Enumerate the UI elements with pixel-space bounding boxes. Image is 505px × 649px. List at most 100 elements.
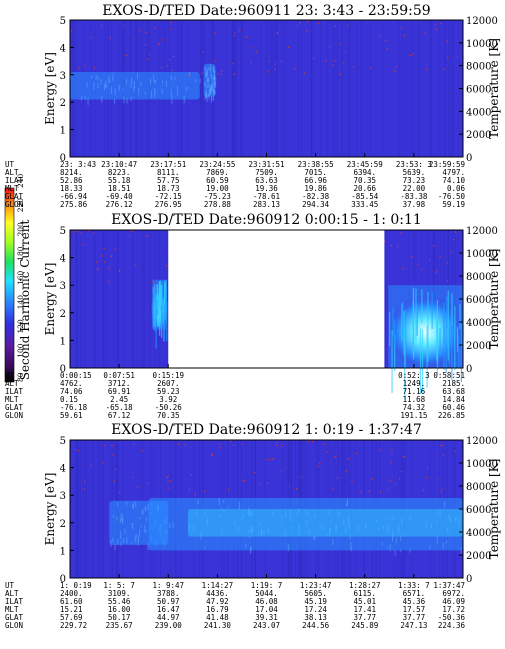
- noise-speck: [295, 487, 298, 490]
- orbit-ilat-value: 71.16: [403, 387, 426, 396]
- emission-speck: [110, 540, 112, 547]
- orbit-ilat-value: 47.92: [206, 597, 229, 606]
- texture-streak: [235, 20, 236, 157]
- y2-tick-label: 12000: [466, 226, 498, 237]
- y2-tick-label: 10000: [466, 39, 498, 50]
- emission-speck: [126, 501, 128, 506]
- texture-streak: [311, 20, 312, 157]
- orbit-mlt-value: 19.86: [304, 184, 327, 193]
- noise-speck: [428, 259, 431, 261]
- emission-speck: [326, 533, 328, 537]
- orbit-mlt-value: 18.33: [60, 184, 83, 193]
- noise-speck: [276, 32, 278, 34]
- orbit-glat-value: 50.17: [108, 613, 131, 622]
- texture-streak: [231, 20, 233, 157]
- y-tick-label: 1: [60, 546, 66, 557]
- panel-1: EXOS-D/TED Date:960911 23: 3:43 - 23:59:…: [5, 3, 501, 209]
- orbit-alt-value: 1249.: [403, 379, 426, 388]
- texture-streak: [348, 20, 350, 157]
- noise-speck: [122, 25, 125, 27]
- emission-speck: [101, 95, 103, 103]
- noise-speck: [230, 440, 232, 442]
- emission-streak: [451, 293, 453, 326]
- texture-streak: [444, 20, 446, 157]
- texture-streak: [369, 20, 371, 157]
- y-tick-label: 1: [60, 126, 66, 137]
- emission-speck: [95, 74, 97, 80]
- emission-streak: [427, 291, 429, 362]
- orbit-glat-value: 44.97: [157, 613, 180, 622]
- emission-speck: [153, 75, 155, 80]
- orbit-ut-value: 1:33: 7: [398, 581, 430, 590]
- noise-speck: [78, 450, 80, 452]
- emission-speck: [171, 96, 173, 104]
- emission-speck: [208, 89, 210, 97]
- emission-speck: [140, 82, 142, 87]
- emission-speck: [243, 513, 245, 519]
- emission-speck: [188, 72, 190, 76]
- orbit-glon-value: 229.72: [60, 621, 87, 630]
- noise-speck: [423, 489, 425, 492]
- emission-speck: [314, 514, 316, 519]
- orbit-ut-value: 1:37:47: [433, 581, 465, 590]
- emission-speck: [389, 543, 391, 552]
- orbit-alt-value: 7509.: [255, 168, 278, 177]
- texture-streak: [332, 20, 334, 157]
- noise-speck: [101, 255, 103, 257]
- y2-axis-label: Temperature [K]: [487, 249, 501, 350]
- y-tick-label: 4: [60, 254, 66, 265]
- noise-speck: [347, 458, 350, 460]
- emission-speck: [185, 86, 187, 92]
- noise-speck: [398, 478, 401, 480]
- emission-speck: [260, 529, 262, 537]
- y2-tick-label: 10000: [466, 459, 498, 470]
- noise-speck: [274, 63, 277, 65]
- noise-speck: [250, 61, 252, 64]
- orbit-glon-value: 243.07: [253, 621, 280, 630]
- emission-speck: [103, 83, 105, 91]
- orbit-ut-value: 1: 0:19: [60, 581, 92, 590]
- texture-streak: [348, 20, 350, 157]
- noise-speck: [158, 42, 160, 44]
- noise-speck: [167, 475, 169, 477]
- orbit-ut-value: 0:58:51: [433, 371, 465, 380]
- emission-speck: [328, 510, 330, 514]
- orbit-glat-value: 60.46: [442, 403, 465, 412]
- emission-speck: [248, 529, 250, 534]
- emission-speck: [154, 89, 156, 94]
- texture-streak: [235, 20, 237, 157]
- emission-speck: [394, 550, 396, 556]
- emission-speck: [211, 84, 213, 91]
- orbit-alt-value: 5639.: [403, 168, 426, 177]
- emission-speck: [346, 498, 348, 506]
- noise-speck: [84, 65, 86, 67]
- noise-speck: [435, 28, 437, 30]
- orbit-ut-value: 1:19: 7: [251, 581, 283, 590]
- noise-speck: [255, 50, 257, 52]
- texture-streak: [117, 230, 119, 368]
- orbit-glat-value: 57.69: [60, 613, 83, 622]
- noise-speck: [288, 46, 290, 48]
- emission-speck: [284, 530, 286, 538]
- emission-speck: [347, 515, 349, 523]
- emission-speck: [162, 80, 164, 84]
- emission-speck: [378, 527, 380, 531]
- texture-streak: [345, 20, 347, 157]
- orbit-alt-value: 2185.: [442, 379, 465, 388]
- orbit-ilat-value: 52.86: [60, 176, 83, 185]
- orbit-glat-value: -69.40: [106, 192, 134, 201]
- noise-speck: [378, 35, 380, 37]
- texture-streak: [84, 440, 86, 578]
- orbit-glon-value: 67.12: [108, 411, 131, 420]
- emission-speck: [249, 535, 251, 539]
- emission-speck: [436, 519, 438, 523]
- emission-speck: [263, 530, 265, 535]
- noise-speck: [436, 270, 438, 272]
- emission-speck: [112, 537, 114, 543]
- noise-speck: [152, 281, 154, 284]
- y-tick-label: 5: [60, 436, 66, 447]
- texture-streak: [418, 20, 419, 157]
- noise-speck: [128, 234, 131, 237]
- colorbar-tick-label: 240: [16, 173, 25, 188]
